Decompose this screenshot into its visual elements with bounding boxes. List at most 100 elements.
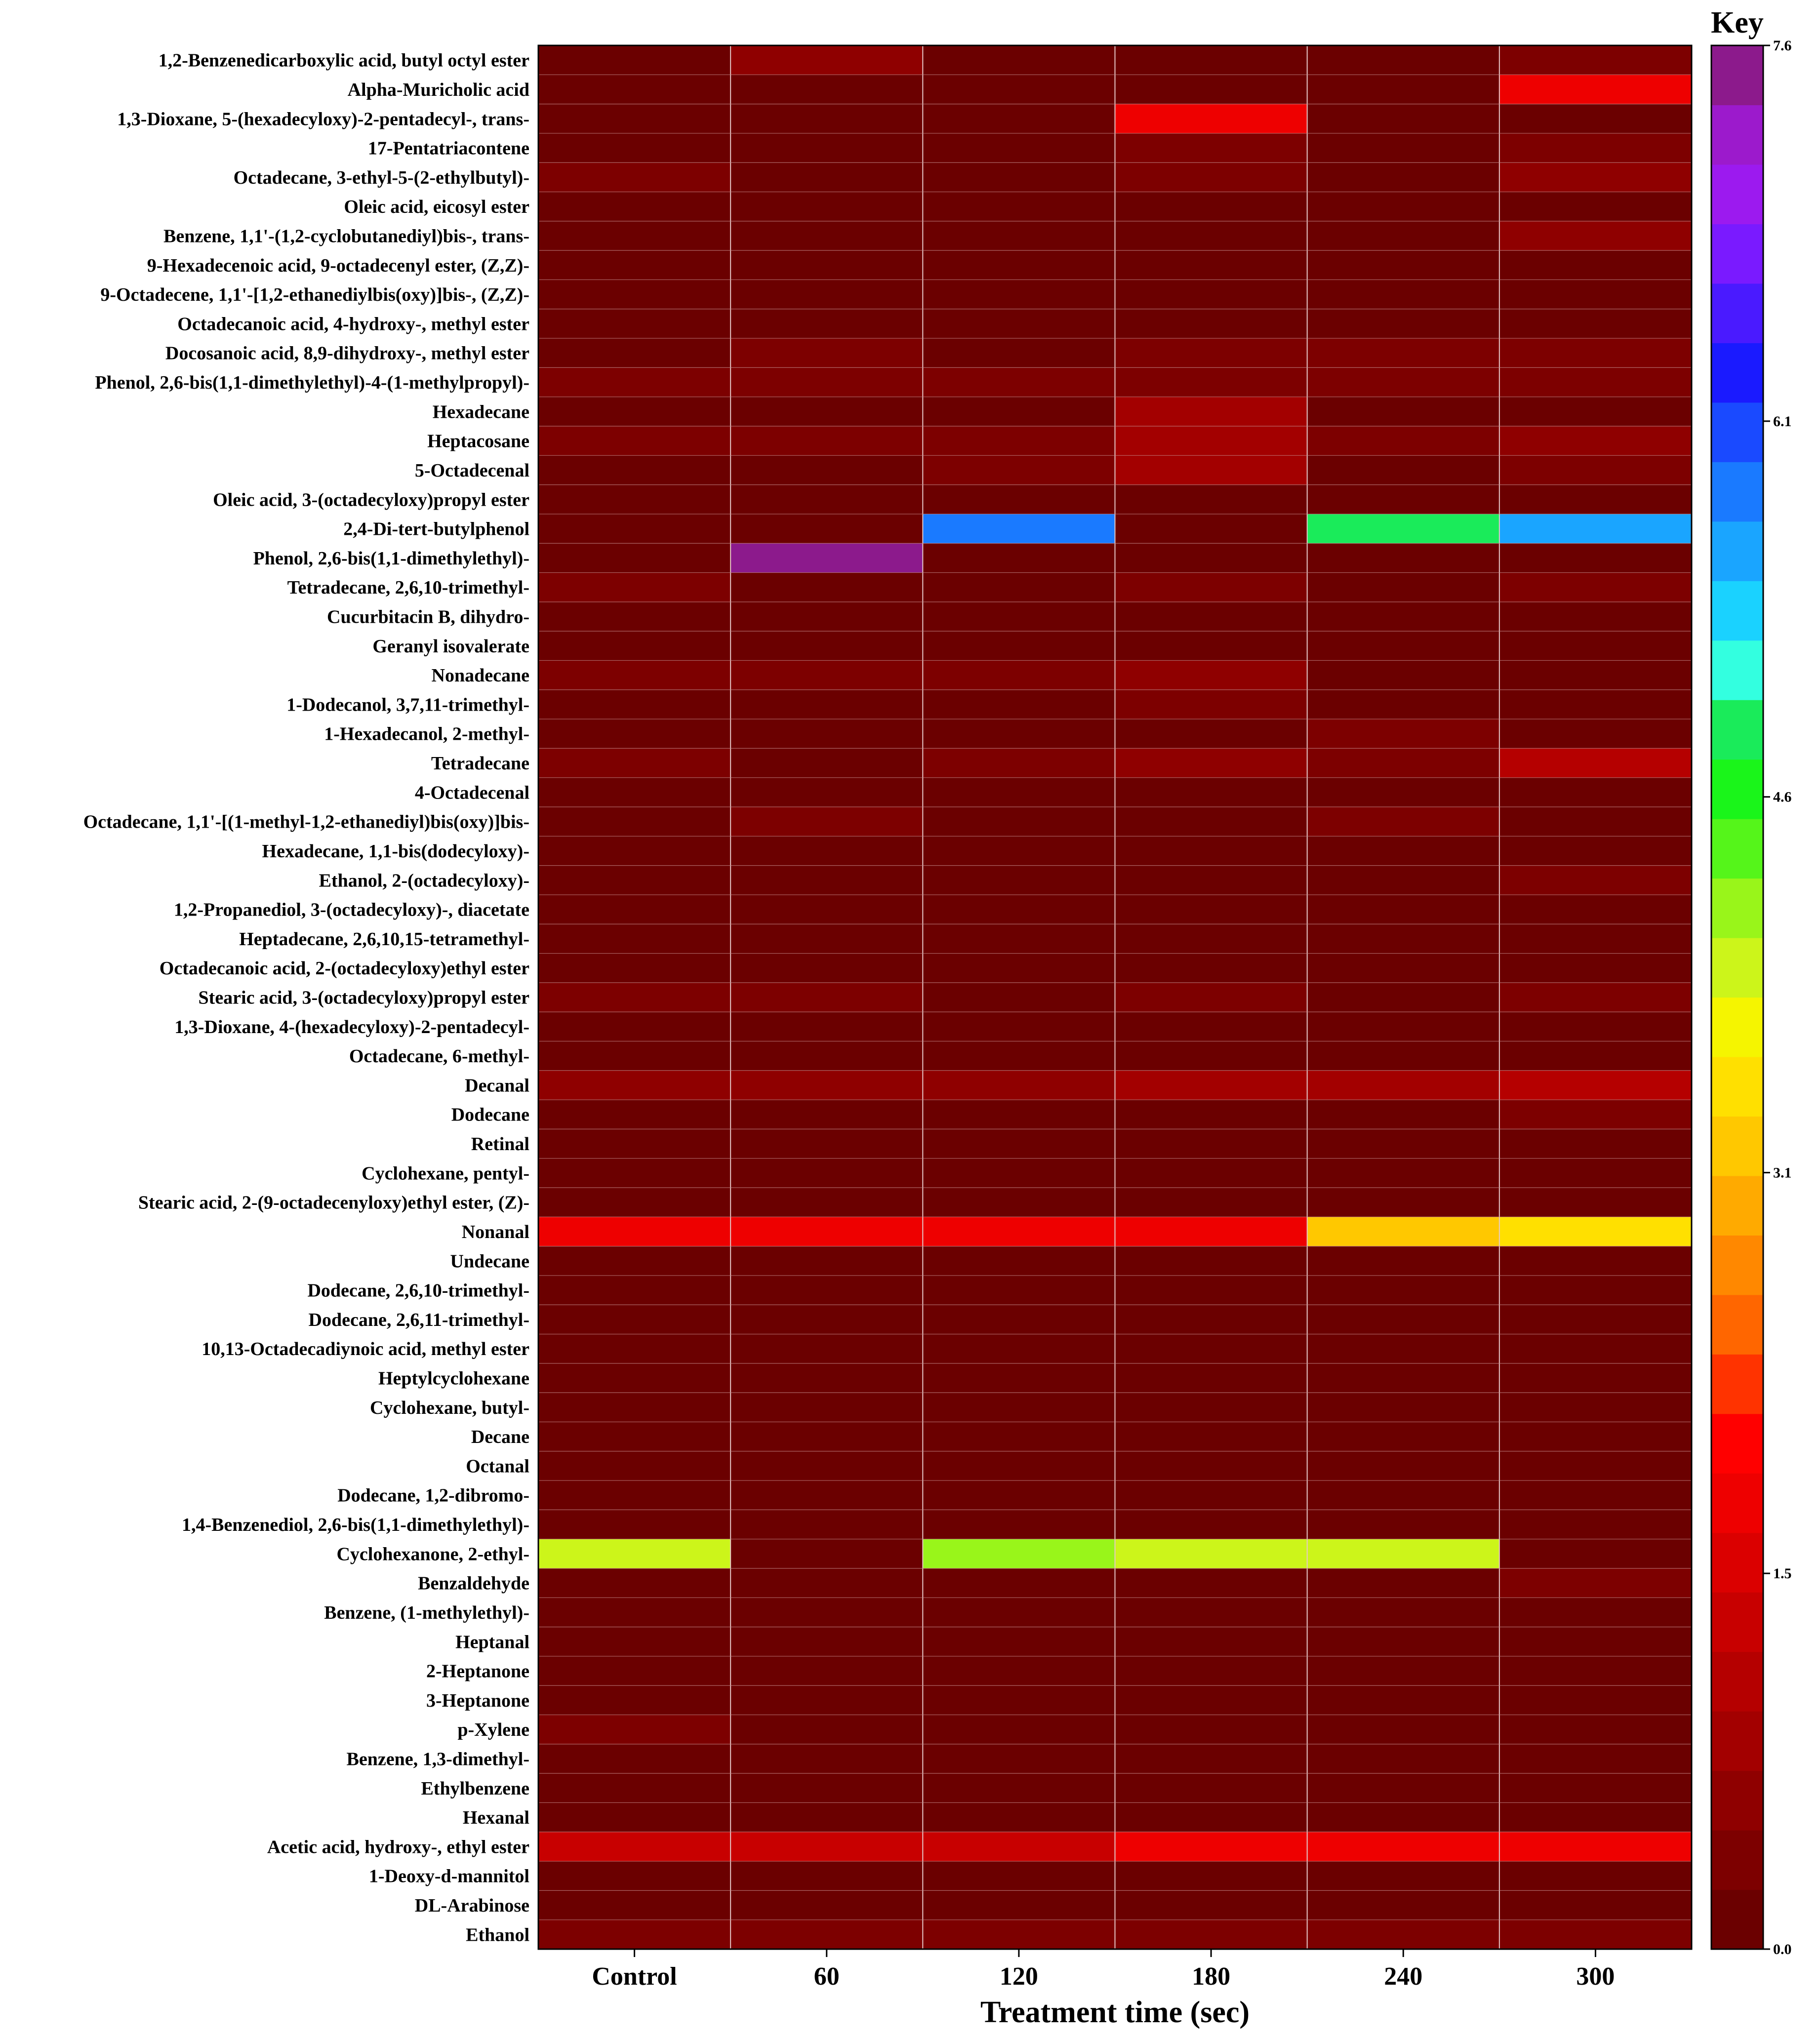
- heatmap-cell: [1499, 601, 1692, 632]
- heatmap-cell: [730, 1861, 923, 1891]
- heatmap-cell: [1307, 514, 1500, 544]
- heatmap-cell: [730, 1246, 923, 1276]
- heatmap-cell: [923, 1568, 1116, 1598]
- heatmap-gridlines: [538, 45, 1692, 1949]
- heatmap-cell: [1115, 543, 1308, 573]
- heatmap-cell: [1115, 1744, 1308, 1774]
- heatmap-cell: [1499, 982, 1692, 1012]
- heatmap-cell: [1307, 836, 1500, 866]
- heatmap-cell: [538, 572, 731, 602]
- heatmap-cell: [730, 1832, 923, 1862]
- heatmap-cell: [1499, 1188, 1692, 1217]
- colorbar-swatch: [1711, 343, 1763, 403]
- heatmap-cell: [538, 601, 731, 632]
- heatmap-cell: [923, 1393, 1116, 1423]
- x-ticks: Control 60 120 180 240 300: [592, 1949, 1615, 1991]
- heatmap-cell: [730, 1129, 923, 1159]
- heatmap-cell: [1499, 45, 1692, 75]
- row-label: Octanal: [466, 1456, 529, 1477]
- colorbar-swatch: [1711, 402, 1763, 462]
- heatmap-cell: [730, 543, 923, 573]
- heatmap-cell: [923, 1773, 1116, 1803]
- heatmap-cell: [923, 1685, 1116, 1716]
- heatmap-cell: [923, 1861, 1116, 1891]
- heatmap-cell: [538, 689, 731, 719]
- heatmap-cell: [1307, 807, 1500, 837]
- heatmap-cell: [1499, 367, 1692, 398]
- heatmap-cell: [538, 1715, 731, 1745]
- heatmap-cell: [1307, 1598, 1500, 1628]
- heatmap-cell: [538, 543, 731, 573]
- heatmap-cell: [1499, 543, 1692, 573]
- heatmap-cell: [538, 1802, 731, 1833]
- row-label: 1-Dodecanol, 3,7,11-trimethyl-: [286, 694, 529, 715]
- heatmap-cell: [1115, 894, 1308, 924]
- heatmap-cell: [1115, 309, 1308, 339]
- heatmap-cell: [1499, 924, 1692, 954]
- heatmap-cell: [538, 807, 731, 837]
- heatmap-cell: [1115, 719, 1308, 749]
- heatmap-cell: [1499, 1129, 1692, 1159]
- colorbar-swatch: [1711, 1056, 1763, 1117]
- heatmap-cell: [730, 1334, 923, 1364]
- heatmap-cell: [1115, 1598, 1308, 1628]
- heatmap-cell: [1115, 807, 1308, 837]
- heatmap-cell: [1115, 982, 1308, 1012]
- heatmap-cell: [1115, 572, 1308, 602]
- heatmap-cell: [538, 1919, 731, 1950]
- heatmap-cell: [1307, 1041, 1500, 1071]
- colorbar-swatch: [1711, 1770, 1763, 1831]
- heatmap-cell: [538, 748, 731, 778]
- colorbar-ticks: 0.0 1.5 3.1 4.6 6.1 7.6: [1763, 38, 1792, 1958]
- heatmap-cell: [1307, 280, 1500, 310]
- row-label: Ethylbenzene: [421, 1778, 529, 1799]
- row-label: 1,2-Propanediol, 3-(octadecyloxy)-, diac…: [174, 900, 529, 920]
- heatmap-cell: [538, 660, 731, 690]
- heatmap-cell: [538, 1890, 731, 1920]
- heatmap-cell: [730, 1568, 923, 1598]
- x-tick-label: 240: [1384, 1962, 1422, 1991]
- heatmap-cell: [730, 719, 923, 749]
- heatmap-cell: [1499, 104, 1692, 134]
- heatmap-cell: [1499, 1451, 1692, 1481]
- heatmap-cell: [538, 250, 731, 280]
- heatmap-cell: [1115, 1217, 1308, 1247]
- heatmap-cell: [1307, 397, 1500, 427]
- heatmap-cell: [730, 1363, 923, 1393]
- heatmap-cell: [730, 1510, 923, 1540]
- row-label: Heptylcyclohexane: [378, 1368, 529, 1389]
- heatmap-cell: [538, 1305, 731, 1335]
- heatmap-cell: [1115, 1480, 1308, 1510]
- heatmap-cell: [730, 689, 923, 719]
- row-label: Acetic acid, hydroxy-, ethyl ester: [267, 1837, 529, 1857]
- row-label: Decanal: [465, 1075, 529, 1096]
- heatmap-cell: [1115, 1275, 1308, 1305]
- heatmap-cell: [1499, 426, 1692, 456]
- row-label: 2-Heptanone: [426, 1661, 529, 1682]
- heatmap-cell: [1115, 1334, 1308, 1364]
- heatmap-cell: [1115, 192, 1308, 222]
- heatmap-cell: [1115, 1715, 1308, 1745]
- heatmap-cell: [1499, 572, 1692, 602]
- colorbar-tick-label: 7.6: [1773, 38, 1792, 54]
- heatmap-cell: [923, 807, 1116, 837]
- heatmap-cell: [1115, 953, 1308, 983]
- row-label: 9-Hexadecenoic acid, 9-octadecenyl ester…: [147, 255, 529, 276]
- heatmap-cell: [538, 514, 731, 544]
- heatmap-cell: [730, 367, 923, 398]
- colorbar-swatch: [1711, 1294, 1763, 1355]
- heatmap-cell: [730, 250, 923, 280]
- heatmap-cell: [923, 1832, 1116, 1862]
- heatmap-cell: [1307, 1510, 1500, 1540]
- heatmap-cell: [538, 426, 731, 456]
- x-tick-label: 60: [814, 1962, 840, 1991]
- colorbar-swatch: [1711, 1711, 1763, 1771]
- heatmap-cell: [730, 455, 923, 485]
- row-label: 9-Octadecene, 1,1'-[1,2-ethanediylbis(ox…: [100, 284, 529, 305]
- heatmap-cell: [538, 455, 731, 485]
- heatmap-cell: [538, 894, 731, 924]
- heatmap-cell: [1307, 162, 1500, 193]
- heatmap-cell: [730, 777, 923, 807]
- heatmap-cell: [730, 104, 923, 134]
